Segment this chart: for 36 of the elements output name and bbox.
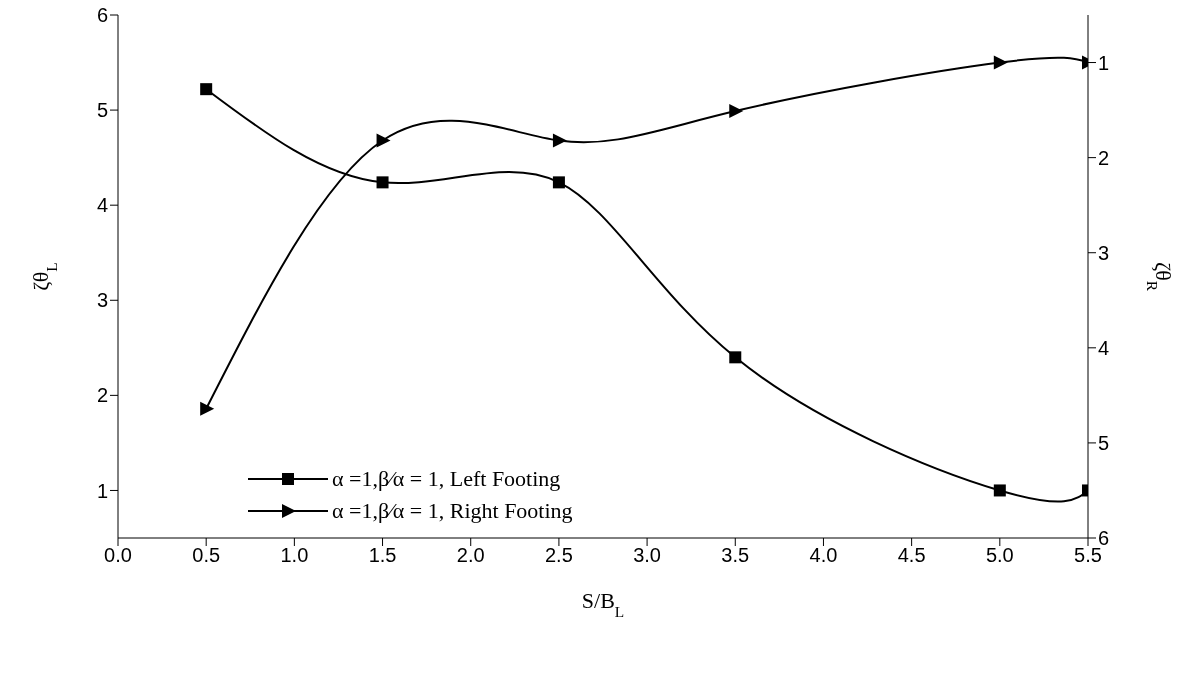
point [993,55,1008,70]
x-tick-label: 2.5 [545,544,573,567]
y2-tick-label: 1 [1098,51,1110,74]
x-tick-label: 1.0 [280,544,309,567]
x-tick-label: 2.0 [456,544,485,567]
y-tick-label: 3 [96,289,108,312]
y2-tick-label: 4 [1098,336,1110,359]
y2-tick-label: 2 [1098,146,1110,169]
point [552,176,565,189]
x-tick-label: 0.0 [104,544,132,567]
y-tick-label: 5 [96,99,108,122]
x-axis-title: S/B$_{L}$ [581,588,625,620]
y2-tick-label: 5 [1098,432,1110,455]
point [993,484,1006,497]
x-tick-label: 4.5 [897,544,926,567]
point [376,133,391,148]
y2-tick-label: 3 [1098,241,1110,264]
x-tick-label: 5.5 [1074,544,1102,567]
point [729,351,742,364]
x-tick-label: 3.0 [633,544,661,567]
point [200,83,213,96]
point [552,133,567,148]
point [376,176,389,189]
x-tick-label: 1.5 [368,544,397,567]
x-tick-label: 4.0 [809,544,838,567]
x-tick-label: 5.0 [985,544,1014,567]
x-tick-label: 0.5 [192,544,221,567]
x-tick-label: 3.5 [721,544,750,567]
y-tick-label: 4 [96,194,108,217]
legend-label: α =1,β⁄α = 1, Right Footing [332,498,573,524]
point [729,104,744,119]
legend-label: α =1,β⁄α = 1, Left Footing [332,466,561,492]
y-tick-label: 1 [96,479,108,502]
point [200,401,215,416]
y-tick-label: 6 [96,4,108,27]
y-tick-label: 2 [96,384,108,407]
